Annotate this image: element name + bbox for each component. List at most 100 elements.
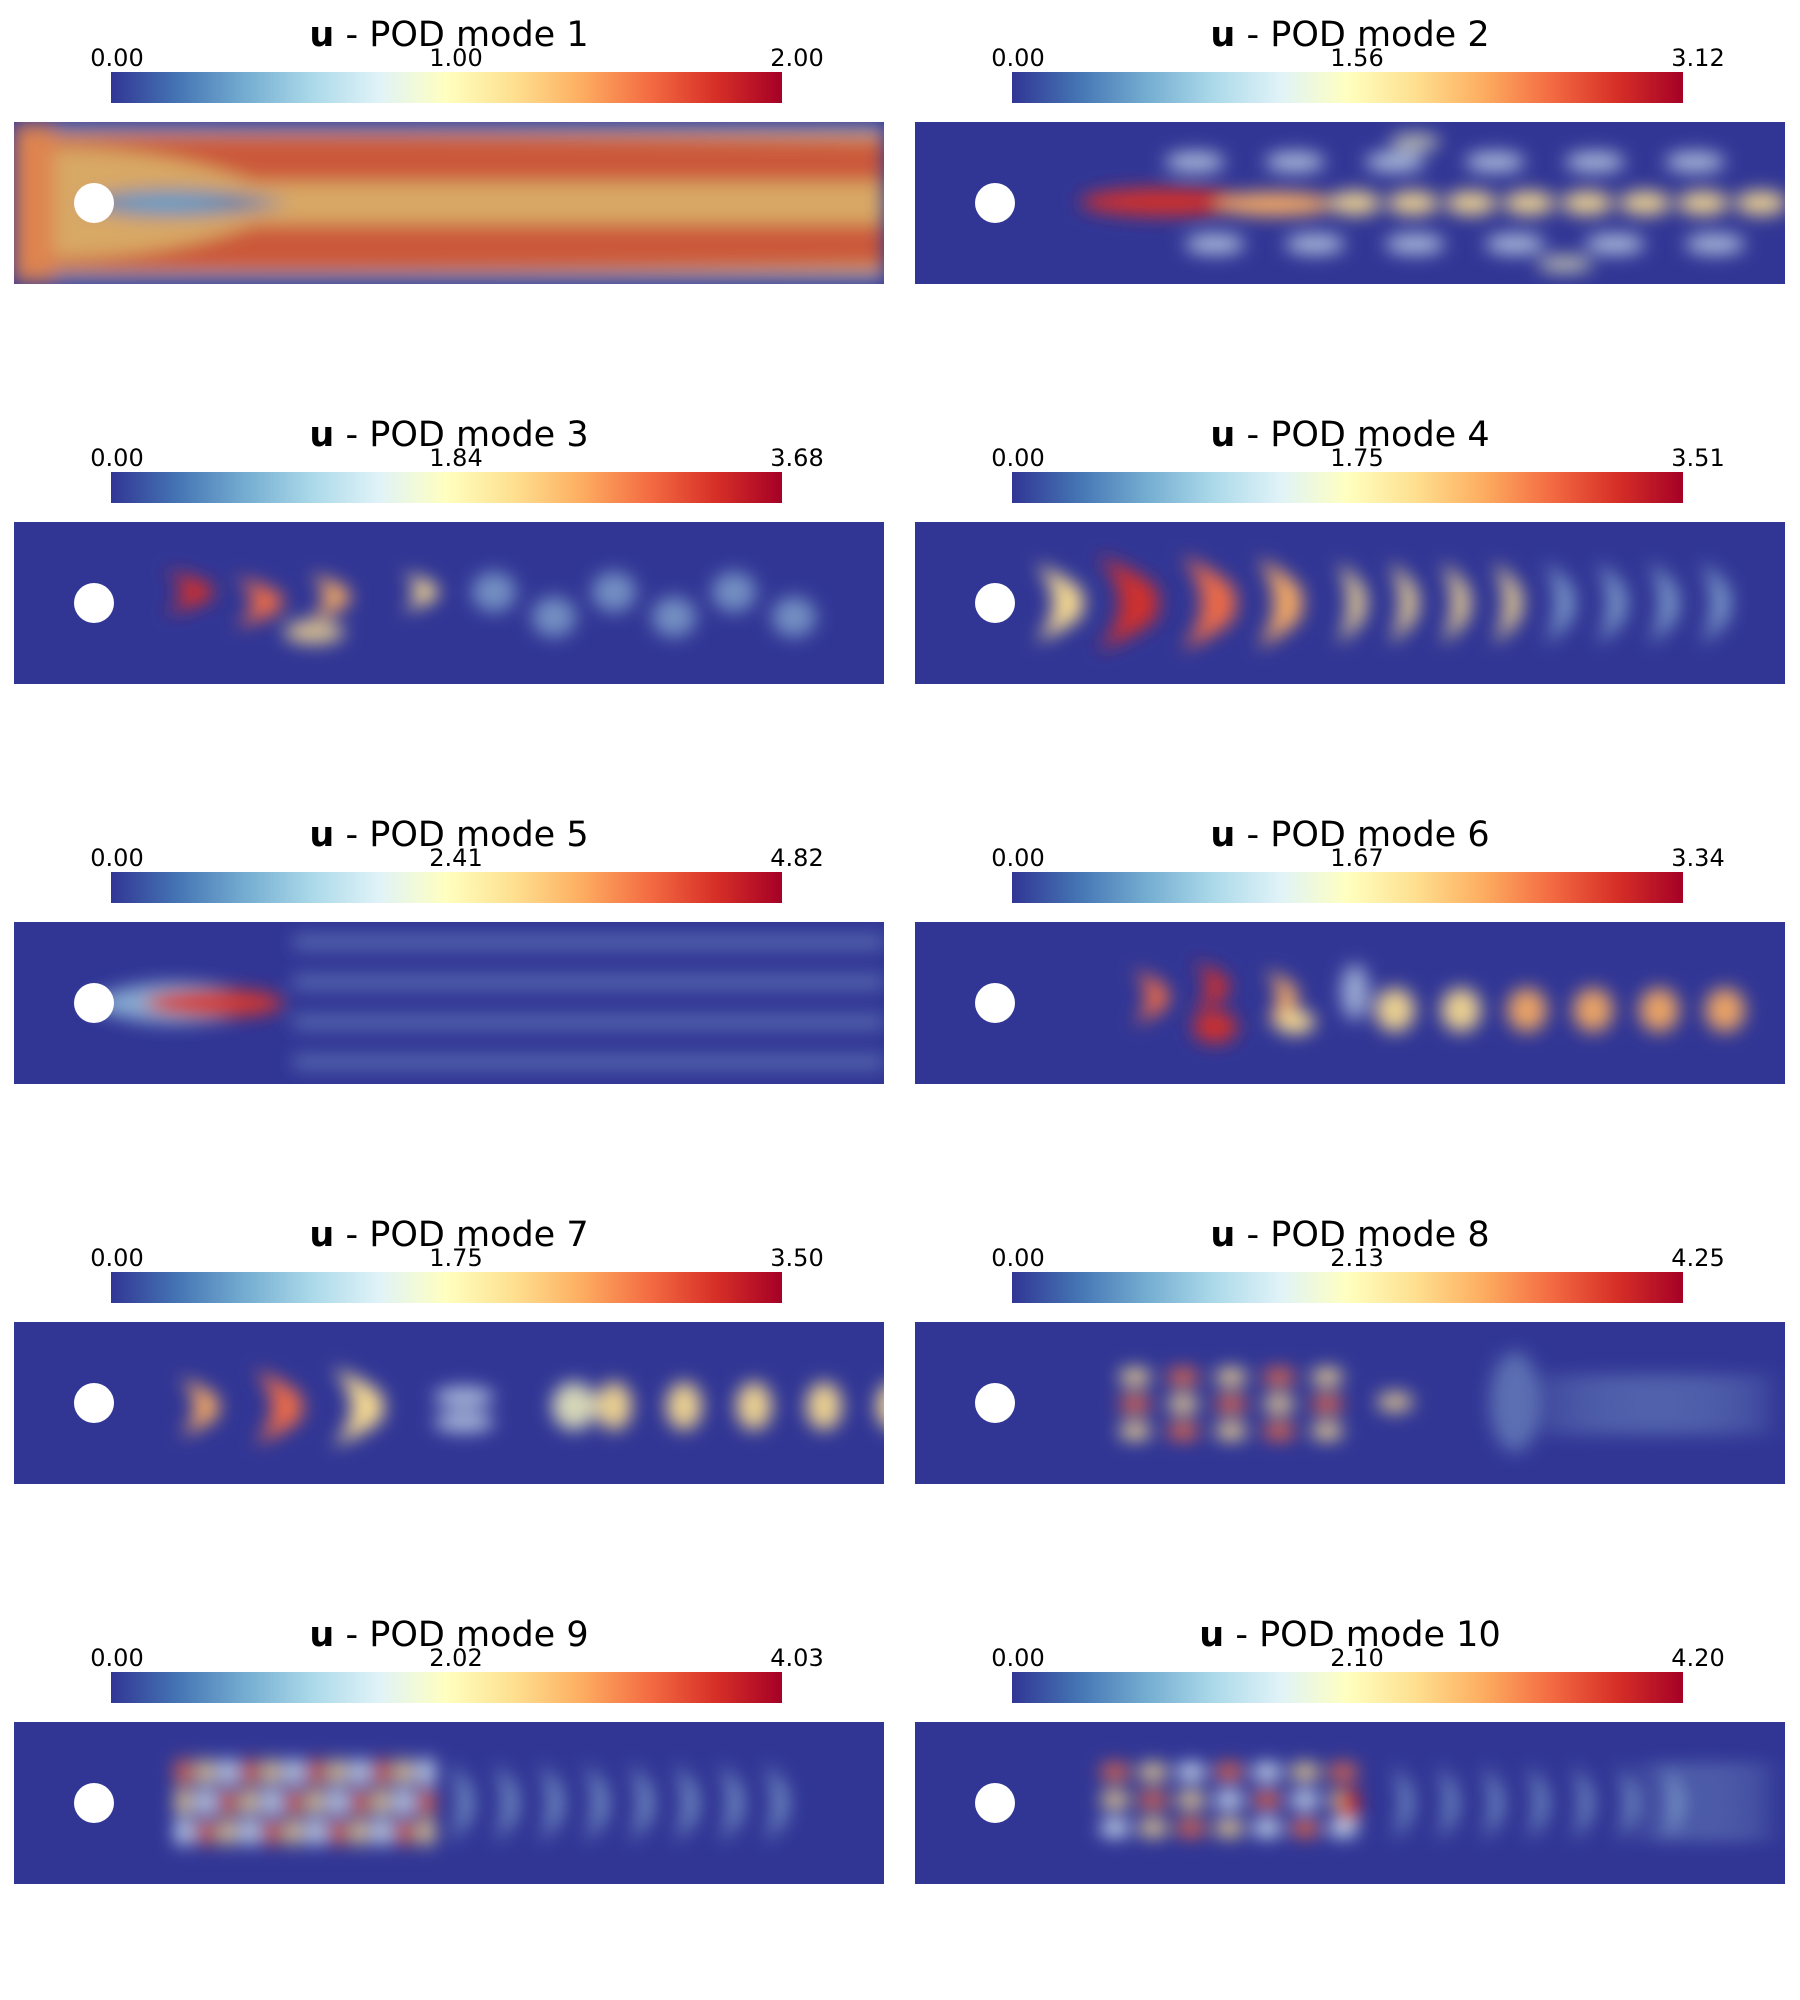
colorbar-tick-label: 1.56 <box>1330 44 1384 72</box>
colorbar-tick-label: 4.25 <box>1671 1244 1725 1272</box>
colorbar-tick-label: 3.68 <box>770 444 824 472</box>
colorbar-tick-label: 2.02 <box>429 1644 483 1672</box>
velocity-field-plot <box>915 1322 1785 1484</box>
colorbar-tick-label: 4.20 <box>1671 1644 1725 1672</box>
panel-title: u - POD mode 4 <box>915 414 1785 456</box>
panel-title-text: - POD mode 5 <box>334 815 589 855</box>
variable-symbol: u <box>309 1615 335 1655</box>
panel-title: u - POD mode 8 <box>915 1214 1785 1256</box>
colorbar-tick-label: 4.82 <box>770 844 824 872</box>
colorbar-tick-label: 0.00 <box>90 844 144 872</box>
colorbar-tick-label: 1.75 <box>1330 444 1384 472</box>
velocity-field-plot <box>915 522 1785 684</box>
mode-panel: u - POD mode 5 0.00 2.41 4.82 <box>14 814 884 1104</box>
mode-panel: u - POD mode 10 0.00 2.10 4.20 <box>915 1614 1785 1904</box>
variable-symbol: u <box>1210 415 1236 455</box>
panel-title: u - POD mode 3 <box>14 414 884 456</box>
velocity-field-plot <box>14 922 884 1084</box>
variable-symbol: u <box>309 15 335 55</box>
colorbar-tick-label: 3.51 <box>1671 444 1725 472</box>
velocity-field-plot <box>14 1322 884 1484</box>
panel-title-text: - POD mode 3 <box>334 415 589 455</box>
cylinder-obstacle <box>975 983 1015 1023</box>
velocity-field-plot <box>14 1722 884 1884</box>
panel-title: u - POD mode 2 <box>915 14 1785 56</box>
cylinder-obstacle <box>975 1383 1015 1423</box>
cylinder-obstacle <box>975 1783 1015 1823</box>
panel-title: u - POD mode 10 <box>915 1614 1785 1656</box>
velocity-field-plot <box>915 122 1785 284</box>
mode-panel: u - POD mode 3 0.00 1.84 3.68 <box>14 414 884 704</box>
colorbar-tick-label: 2.41 <box>429 844 483 872</box>
panel-title: u - POD mode 6 <box>915 814 1785 856</box>
colorbar-tick-label: 0.00 <box>991 444 1045 472</box>
colorbar-tick-label: 1.00 <box>429 44 483 72</box>
panel-title-text: - POD mode 1 <box>334 15 589 55</box>
mode-panel: u - POD mode 4 0.00 1.75 3.51 <box>915 414 1785 704</box>
colorbar-tick-label: 3.50 <box>770 1244 824 1272</box>
cylinder-obstacle <box>74 1783 114 1823</box>
variable-symbol: u <box>309 415 335 455</box>
colorbar <box>1012 72 1683 103</box>
panel-title-text: - POD mode 8 <box>1235 1215 1490 1255</box>
panel-title-text: - POD mode 9 <box>334 1615 589 1655</box>
mode-panel: u - POD mode 6 0.00 1.67 3.34 <box>915 814 1785 1104</box>
mode-panel: u - POD mode 9 0.00 2.02 4.03 <box>14 1614 884 1904</box>
colorbar-tick-label: 0.00 <box>90 1244 144 1272</box>
velocity-field-plot <box>915 922 1785 1084</box>
variable-symbol: u <box>1199 1615 1225 1655</box>
mode-panel: u - POD mode 2 0.00 1.56 3.12 <box>915 14 1785 304</box>
velocity-field-plot <box>915 1722 1785 1884</box>
cylinder-obstacle <box>975 583 1015 623</box>
colorbar-tick-label: 2.00 <box>770 44 824 72</box>
colorbar <box>1012 1672 1683 1703</box>
panel-title: u - POD mode 1 <box>14 14 884 56</box>
variable-symbol: u <box>309 1215 335 1255</box>
variable-symbol: u <box>1210 15 1236 55</box>
variable-symbol: u <box>1210 1215 1236 1255</box>
panel-title-text: - POD mode 6 <box>1235 815 1490 855</box>
colorbar-tick-label: 0.00 <box>991 844 1045 872</box>
colorbar-tick-label: 0.00 <box>991 44 1045 72</box>
colorbar-tick-label: 0.00 <box>90 444 144 472</box>
variable-symbol: u <box>309 815 335 855</box>
colorbar-tick-label: 0.00 <box>991 1244 1045 1272</box>
panel-title: u - POD mode 7 <box>14 1214 884 1256</box>
colorbar-tick-label: 1.67 <box>1330 844 1384 872</box>
cylinder-obstacle <box>975 183 1015 223</box>
colorbar <box>111 72 782 103</box>
colorbar <box>111 1272 782 1303</box>
colorbar-tick-label: 0.00 <box>991 1644 1045 1672</box>
mode-panel: u - POD mode 8 0.00 2.13 4.25 <box>915 1214 1785 1504</box>
panel-title-text: - POD mode 2 <box>1235 15 1490 55</box>
panel-title-text: - POD mode 4 <box>1235 415 1490 455</box>
colorbar <box>1012 872 1683 903</box>
cylinder-obstacle <box>74 183 114 223</box>
cylinder-obstacle <box>74 983 114 1023</box>
colorbar-tick-label: 1.84 <box>429 444 483 472</box>
panel-title-text: - POD mode 10 <box>1224 1615 1501 1655</box>
colorbar-tick-label: 0.00 <box>90 44 144 72</box>
panel-title: u - POD mode 9 <box>14 1614 884 1656</box>
colorbar-tick-label: 4.03 <box>770 1644 824 1672</box>
colorbar-tick-label: 3.12 <box>1671 44 1725 72</box>
mode-panel: u - POD mode 1 0.00 1.00 2.00 <box>14 14 884 304</box>
colorbar-tick-label: 3.34 <box>1671 844 1725 872</box>
colorbar <box>111 472 782 503</box>
velocity-field-plot <box>14 522 884 684</box>
velocity-field-plot <box>14 122 884 284</box>
variable-symbol: u <box>1210 815 1236 855</box>
colorbar-tick-label: 1.75 <box>429 1244 483 1272</box>
colorbar <box>1012 1272 1683 1303</box>
colorbar <box>111 1672 782 1703</box>
mode-panel: u - POD mode 7 0.00 1.75 3.50 <box>14 1214 884 1504</box>
cylinder-obstacle <box>74 1383 114 1423</box>
colorbar <box>1012 472 1683 503</box>
colorbar-tick-label: 2.13 <box>1330 1244 1384 1272</box>
panel-title-text: - POD mode 7 <box>334 1215 589 1255</box>
cylinder-obstacle <box>74 583 114 623</box>
colorbar-tick-label: 2.10 <box>1330 1644 1384 1672</box>
colorbar-tick-label: 0.00 <box>90 1644 144 1672</box>
colorbar <box>111 872 782 903</box>
panel-title: u - POD mode 5 <box>14 814 884 856</box>
